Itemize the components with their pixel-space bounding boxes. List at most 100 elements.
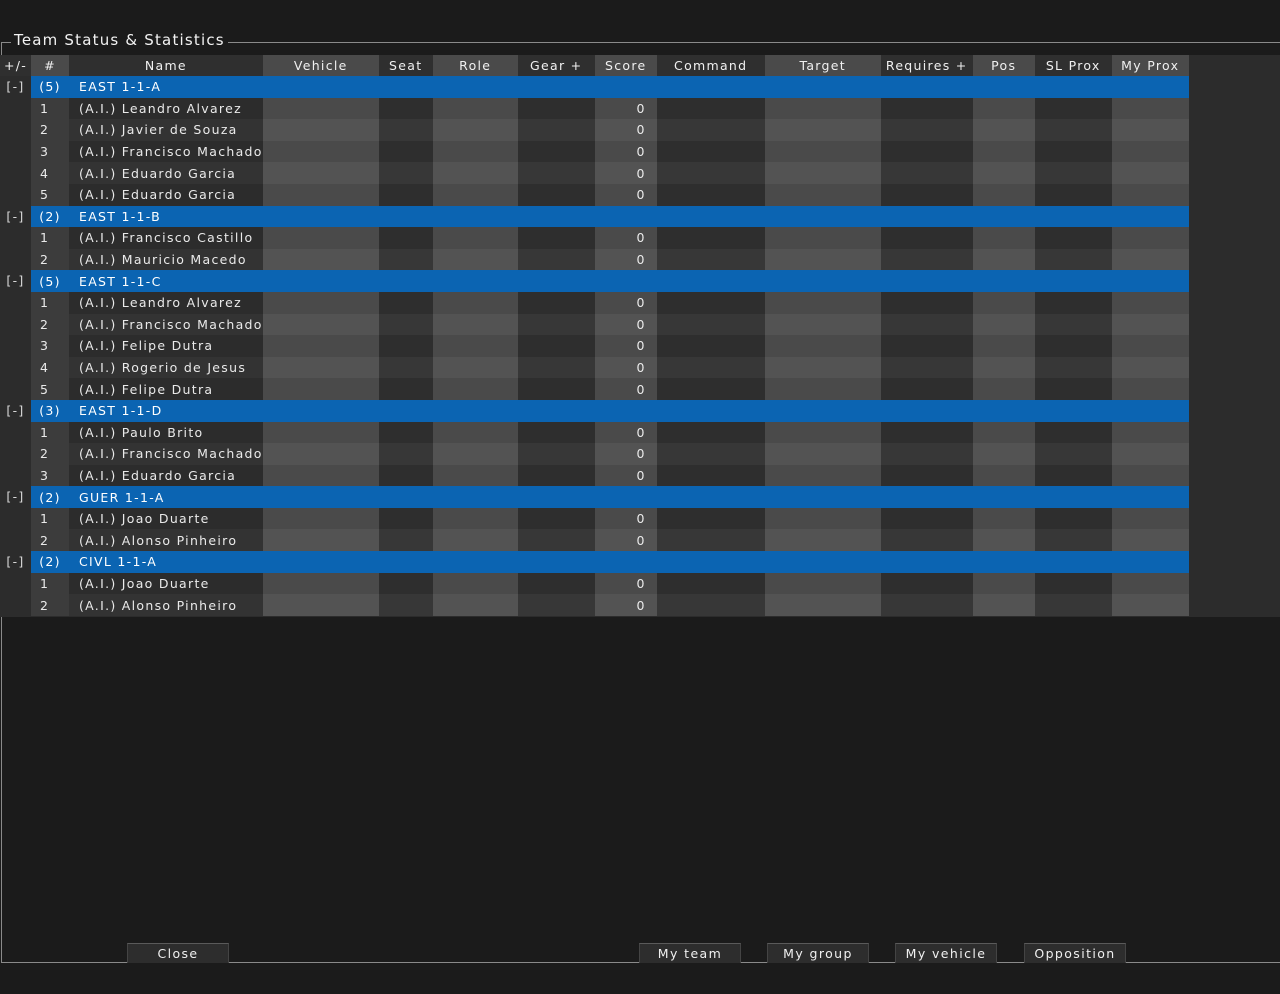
member-row[interactable]: 2 (A.I.) Francisco Machado 0	[0, 313, 1189, 336]
group-row[interactable]: [-] (5) EAST 1-1-C	[0, 270, 1189, 400]
group-row[interactable]: [-] (2) EAST 1-1-B	[0, 205, 1189, 271]
group-row[interactable]: [-] (3) EAST 1-1-D	[0, 399, 1189, 487]
close-button[interactable]: Close	[127, 943, 229, 963]
member-command-cell	[656, 162, 765, 184]
member-number: 1	[31, 507, 69, 530]
member-requires-cell	[880, 162, 973, 184]
member-row[interactable]: 1 (A.I.) Joao Duarte 0	[0, 572, 1189, 595]
member-row[interactable]: 3 (A.I.) Francisco Machado 0	[0, 140, 1189, 163]
member-row[interactable]: 2 (A.I.) Alonso Pinheiro 0	[0, 529, 1189, 552]
member-target-cell	[764, 248, 881, 271]
group-row[interactable]: [-] (2) CIVL 1-1-A	[0, 551, 1189, 616]
group-collapse-toggle[interactable]: [-]	[0, 551, 31, 616]
header-row: +/- # Name Vehicle Seat Role Gear + Scor…	[0, 55, 1189, 76]
member-target-cell	[764, 227, 881, 249]
member-name: (A.I.) Joao Duarte	[69, 572, 263, 595]
member-score-cell: 0	[594, 313, 657, 336]
member-sl-prox-cell	[1034, 443, 1112, 465]
member-vehicle-cell	[262, 313, 379, 336]
col-header-pos[interactable]: Pos	[972, 55, 1035, 76]
col-header-target[interactable]: Target	[764, 55, 881, 76]
member-score-cell: 0	[594, 227, 657, 249]
my-team-button[interactable]: My team	[639, 943, 741, 963]
member-role-cell	[432, 183, 518, 206]
member-row[interactable]: 3 (A.I.) Felipe Dutra 0	[0, 335, 1189, 357]
member-name: (A.I.) Leandro Alvarez	[69, 97, 263, 120]
member-role-cell	[432, 162, 518, 184]
col-header-requires[interactable]: Requires +	[880, 55, 973, 76]
group-name: EAST 1-1-A	[69, 76, 1189, 98]
member-score-cell: 0	[594, 291, 657, 314]
member-role-cell	[432, 529, 518, 552]
col-header-vehicle[interactable]: Vehicle	[262, 55, 379, 76]
group-collapse-toggle[interactable]: [-]	[0, 205, 31, 271]
group-unit-count: (2)	[31, 551, 69, 573]
group-collapse-toggle[interactable]: [-]	[0, 76, 31, 206]
group-row[interactable]: [-] (5) EAST 1-1-A	[0, 76, 1189, 206]
member-target-cell	[764, 464, 881, 487]
member-row[interactable]: 1 (A.I.) Leandro Alvarez 0	[0, 97, 1189, 120]
col-header-number[interactable]: #	[31, 55, 69, 76]
member-my-prox-cell	[1111, 227, 1189, 249]
col-header-toggle[interactable]: +/-	[0, 55, 31, 76]
member-vehicle-cell	[262, 119, 379, 141]
member-pos-cell	[972, 356, 1035, 379]
member-command-cell	[656, 594, 765, 616]
member-row[interactable]: 2 (A.I.) Javier de Souza 0	[0, 119, 1189, 141]
member-role-cell	[432, 378, 518, 400]
group-collapse-toggle[interactable]: [-]	[0, 486, 31, 552]
member-command-cell	[656, 464, 765, 487]
member-my-prox-cell	[1111, 313, 1189, 336]
member-command-cell	[656, 227, 765, 249]
member-row[interactable]: 4 (A.I.) Rogerio de Jesus 0	[0, 356, 1189, 379]
member-row[interactable]: 3 (A.I.) Eduardo Garcia 0	[0, 464, 1189, 487]
group-row[interactable]: [-] (2) GUER 1-1-A	[0, 486, 1189, 552]
member-sl-prox-cell	[1034, 421, 1112, 444]
member-name: (A.I.) Eduardo Garcia	[69, 162, 263, 184]
member-pos-cell	[972, 594, 1035, 616]
member-vehicle-cell	[262, 248, 379, 271]
col-header-my-prox[interactable]: My Prox	[1111, 55, 1189, 76]
member-seat-cell	[378, 594, 433, 616]
member-name: (A.I.) Mauricio Macedo	[69, 248, 263, 271]
member-role-cell	[432, 421, 518, 444]
member-sl-prox-cell	[1034, 119, 1112, 141]
col-header-command[interactable]: Command	[656, 55, 765, 76]
member-row[interactable]: 2 (A.I.) Francisco Machado 0	[0, 443, 1189, 465]
member-row[interactable]: 1 (A.I.) Paulo Brito 0	[0, 421, 1189, 444]
member-role-cell	[432, 572, 518, 595]
member-command-cell	[656, 335, 765, 357]
member-pos-cell	[972, 335, 1035, 357]
member-name: (A.I.) Alonso Pinheiro	[69, 529, 263, 552]
member-row[interactable]: 2 (A.I.) Alonso Pinheiro 0	[0, 594, 1189, 616]
member-sl-prox-cell	[1034, 529, 1112, 552]
member-sl-prox-cell	[1034, 507, 1112, 530]
col-header-role[interactable]: Role	[432, 55, 518, 76]
col-header-sl-prox[interactable]: SL Prox	[1034, 55, 1112, 76]
member-row[interactable]: 4 (A.I.) Eduardo Garcia 0	[0, 162, 1189, 184]
member-row[interactable]: 1 (A.I.) Joao Duarte 0	[0, 507, 1189, 530]
member-row[interactable]: 1 (A.I.) Leandro Alvarez 0	[0, 291, 1189, 314]
member-number: 2	[31, 529, 69, 552]
member-row[interactable]: 2 (A.I.) Mauricio Macedo 0	[0, 248, 1189, 271]
member-gear-cell	[517, 140, 595, 163]
col-header-name[interactable]: Name	[69, 55, 263, 76]
member-score-cell: 0	[594, 183, 657, 206]
member-row[interactable]: 5 (A.I.) Eduardo Garcia 0	[0, 183, 1189, 206]
my-vehicle-button[interactable]: My vehicle	[895, 943, 997, 963]
col-header-score[interactable]: Score	[594, 55, 657, 76]
col-header-seat[interactable]: Seat	[378, 55, 433, 76]
group-unit-count: (5)	[31, 270, 69, 292]
col-header-gear[interactable]: Gear +	[517, 55, 595, 76]
member-my-prox-cell	[1111, 421, 1189, 444]
member-number: 3	[31, 140, 69, 163]
group-collapse-toggle[interactable]: [-]	[0, 270, 31, 400]
member-row[interactable]: 5 (A.I.) Felipe Dutra 0	[0, 378, 1189, 400]
member-command-cell	[656, 572, 765, 595]
member-row[interactable]: 1 (A.I.) Francisco Castillo 0	[0, 227, 1189, 249]
member-target-cell	[764, 291, 881, 314]
member-number: 2	[31, 594, 69, 616]
my-group-button[interactable]: My group	[767, 943, 869, 963]
group-collapse-toggle[interactable]: [-]	[0, 399, 31, 487]
opposition-button[interactable]: Opposition	[1024, 943, 1126, 963]
